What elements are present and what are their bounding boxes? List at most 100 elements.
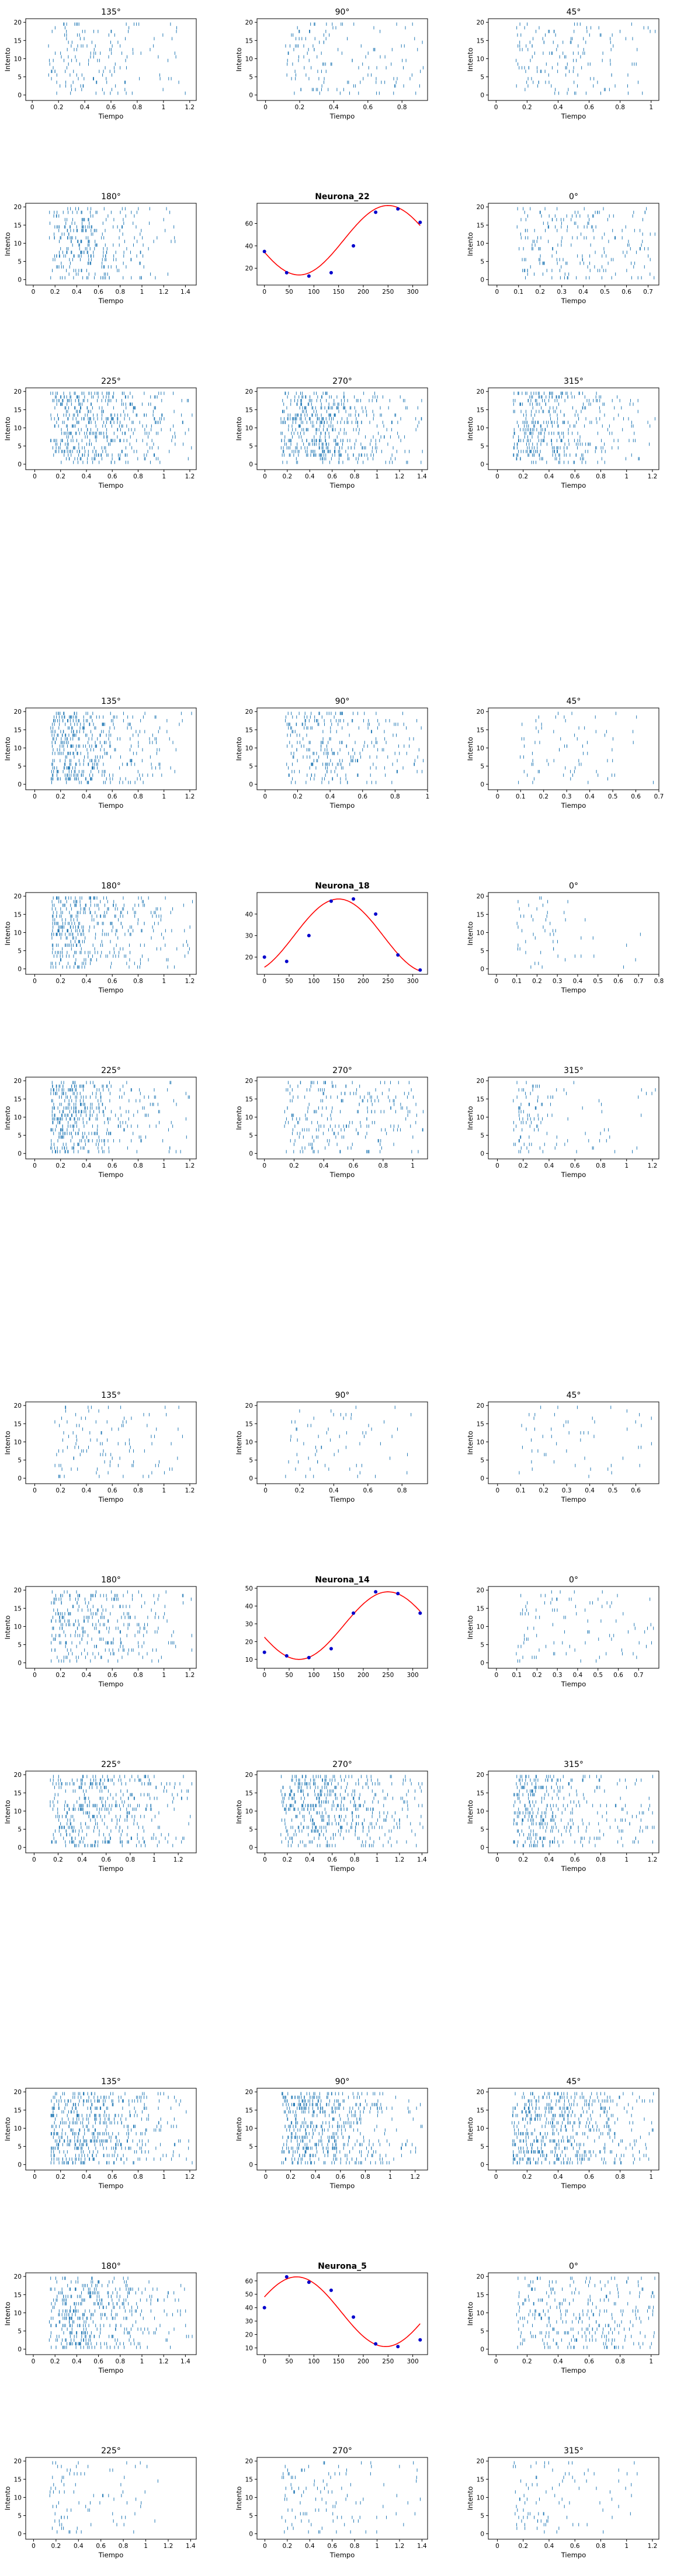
x-tick-label: 0.4 [553,104,563,111]
y-tick-label: 20 [245,1078,253,1085]
x-tick-label: 0 [495,473,499,480]
chart-panel: 0° 0 0.1 0.2 0.3 0.4 0.5 0.6 0.7 0.8 0 5 10 15 20 Tiemp… [466,881,664,994]
data-point [329,899,333,903]
y-tick-label: 5 [18,1133,22,1140]
chart-title: 225° [101,1066,121,1075]
x-axis-label: Tiempo [561,986,586,994]
x-tick-label: 1.2 [185,104,195,111]
x-tick-label: 1 [426,793,430,800]
x-tick-label: 0 [263,104,268,111]
x-tick-label: 0.4 [544,1162,554,1169]
x-tick-label: 0.8 [133,978,143,985]
x-tick-label: 0.4 [72,289,82,296]
y-tick-label: 5 [18,74,22,81]
y-tick-label: 0 [18,461,22,468]
x-tick-label: 1.4 [417,473,427,480]
x-tick-label: 0.8 [397,104,407,111]
y-tick-label: 15 [477,407,484,414]
y-tick-label: 0 [480,782,484,789]
y-tick-label: 5 [249,763,253,770]
y-tick-label: 10 [14,929,22,936]
x-tick-label: 0 [33,978,37,985]
data-point [352,897,356,901]
x-tick-label: 1.2 [185,978,195,985]
y-tick-label: 15 [477,37,484,44]
chart-title: 135° [101,697,121,706]
y-tick-label: 5 [18,948,22,955]
x-tick-label: 0.4 [573,978,583,985]
y-tick-label: 30 [245,933,253,940]
x-axis-label: Tiempo [98,986,123,994]
x-tick-label: 0.1 [516,793,526,800]
x-tick-label: 0.5 [600,289,610,296]
y-axis-label: Intento [4,416,12,440]
y-tick-label: 20 [14,893,22,900]
y-tick-label: 0 [480,1151,484,1158]
x-tick-label: 50 [285,289,293,296]
x-tick-label: 0.4 [325,793,335,800]
y-tick-label: 10 [477,55,484,63]
chart-title: Neurona_22 [315,192,370,202]
x-tick-label: 0.8 [390,793,400,800]
x-tick-label: 1 [162,978,166,985]
chart-title: 315° [564,377,584,386]
y-tick-label: 20 [477,1078,484,1085]
y-tick-label: 0 [18,1151,22,1158]
x-tick-label: 0.6 [107,1162,117,1169]
chart-panel: 0° 0 0.1 0.2 0.3 0.4 0.5 0.6 0.7 0 5 10 15 20 Tiempo In… [466,192,659,305]
chart-panel: 90° 0 0.2 0.4 0.6 0.8 0 5 10 15 20 Tiempo Intento [235,8,428,120]
y-tick-label: 10 [14,55,22,63]
x-tick-label: 0.4 [585,793,595,800]
x-tick-label: 0.8 [596,1162,606,1169]
y-tick-label: 15 [14,37,22,44]
data-point [418,220,422,224]
y-tick-label: 5 [18,763,22,770]
x-axis-label: Tiempo [561,297,586,305]
x-tick-label: 250 [382,289,394,296]
y-tick-label: 10 [14,240,22,247]
x-tick-label: 250 [382,978,394,985]
y-tick-label: 5 [480,763,484,770]
plot-frame [488,387,659,470]
y-tick-label: 20 [14,709,22,716]
x-tick-label: 50 [285,978,293,985]
x-tick-label: 0.8 [615,104,625,111]
x-tick-label: 0.4 [305,473,315,480]
y-axis-label: Intento [466,232,474,256]
plot-frame [488,707,659,790]
x-tick-label: 0 [33,793,37,800]
x-tick-label: 1.4 [180,289,190,296]
x-tick-label: 200 [357,289,369,296]
plot-frame [25,203,197,286]
x-tick-label: 0.6 [349,1162,359,1169]
x-tick-label: 1 [624,473,629,480]
chart-title: 225° [101,377,121,386]
chart-panel: 45° 0 0.1 0.2 0.3 0.4 0.5 0.6 0.7 0 5 10 15 20 Tiempo I… [466,697,664,810]
chart-title: 0° [569,192,578,202]
x-tick-label: 0 [262,289,266,296]
y-tick-label: 10 [245,745,253,752]
chart-title: Neurona_18 [315,881,370,891]
x-tick-label: 1.2 [185,1162,195,1169]
x-tick-label: 0.2 [539,793,548,800]
chart-title: 90° [335,8,350,17]
y-tick-label: 20 [245,709,253,716]
data-point [374,210,378,214]
y-tick-label: 0 [18,277,22,284]
chart-title: 180° [101,881,121,891]
y-axis-label: Intento [4,1106,12,1130]
chart-panel: 270° 0 0.2 0.4 0.6 0.8 1 1.2 1.4 0 5 10 15 20 Tiempo In… [235,377,428,489]
data-point [352,244,356,248]
x-tick-label: 0.2 [50,289,60,296]
x-tick-label: 0.4 [544,473,554,480]
y-tick-label: 20 [245,954,253,961]
x-tick-label: 0.8 [133,793,143,800]
x-tick-label: 0.7 [634,978,644,985]
x-tick-label: 0.8 [378,1162,388,1169]
x-tick-label: 0.4 [578,289,588,296]
x-tick-label: 1 [162,104,166,111]
x-tick-label: 0.4 [82,978,92,985]
chart-title: 270° [332,377,352,386]
y-tick-label: 0 [18,782,22,789]
